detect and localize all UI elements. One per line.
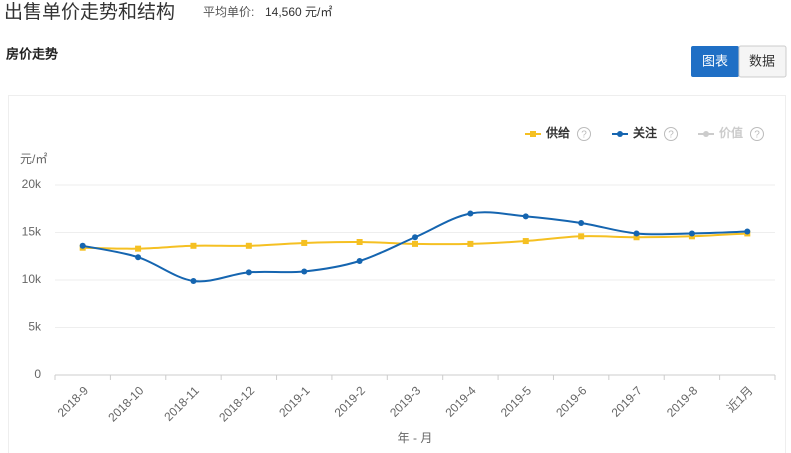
help-icon-mark: ?: [581, 130, 587, 141]
x-tick-label: 2018-10: [105, 383, 146, 424]
point: [301, 239, 308, 246]
point: [245, 269, 252, 276]
y-tick-label: 15k: [22, 225, 42, 239]
point: [412, 240, 418, 247]
point: [467, 210, 474, 217]
x-axis-label: 年 - 月: [398, 431, 433, 445]
x-tick-label: 2019-5: [498, 383, 535, 420]
legend-label[interactable]: 供给: [545, 125, 570, 140]
x-tick-label: 2019-1: [276, 383, 313, 420]
point: [301, 268, 308, 275]
point: [522, 238, 529, 245]
help-icon-mark: ?: [668, 130, 674, 141]
point: [356, 258, 363, 264]
x-tick-label: 2019-4: [442, 383, 479, 420]
avg-value: 14,560 元/㎡: [265, 5, 332, 19]
point: [190, 277, 197, 284]
x-tick-label: 2019-6: [553, 383, 590, 420]
point: [412, 234, 418, 241]
y-tick-label: 10k: [22, 272, 42, 286]
x-tick-label: 2019-3: [387, 383, 424, 420]
point: [633, 234, 640, 241]
page-title: 出售单价走势和结构: [4, 1, 175, 23]
point: [135, 245, 142, 252]
avg-label: 平均单价:: [203, 5, 254, 19]
section-title: 房价走势: [6, 46, 58, 61]
x-tick-label: 2018-11: [161, 383, 202, 424]
point: [79, 242, 86, 249]
x-tick-label: 2019-2: [332, 383, 369, 420]
y-tick-label: 5k: [28, 320, 42, 334]
tab-label[interactable]: 图表: [702, 53, 728, 68]
point: [578, 233, 585, 240]
x-tick-label: 2019-8: [664, 383, 701, 420]
point: [633, 230, 640, 237]
tab-data[interactable]: [738, 45, 787, 78]
point: [135, 254, 142, 261]
y-axis-label: 元/㎡: [20, 152, 47, 166]
point: [688, 230, 695, 237]
help-icon-mark: ?: [754, 130, 760, 141]
help-icon: [750, 127, 764, 141]
tab-label[interactable]: 数据: [749, 53, 775, 68]
point: [522, 213, 529, 220]
x-tick-label: 近1月: [724, 383, 756, 415]
tab-chart[interactable]: [691, 46, 739, 77]
y-tick-label: 20k: [22, 177, 42, 191]
point: [356, 239, 363, 245]
x-tick-label: 2018-9: [55, 383, 92, 420]
point: [190, 242, 197, 249]
y-tick-label: 0: [34, 367, 41, 381]
x-tick-label: 2018-12: [216, 383, 257, 424]
legend-marker: [617, 131, 623, 137]
chart-panel: [8, 95, 786, 453]
help-icon: [664, 127, 678, 141]
legend-marker: [703, 131, 709, 137]
point: [744, 228, 751, 235]
point: [578, 220, 585, 226]
legend-label[interactable]: 价值: [719, 125, 743, 140]
help-icon: [577, 127, 591, 141]
legend-marker: [530, 131, 536, 137]
x-tick-label: 2019-7: [609, 383, 646, 420]
point: [245, 242, 252, 249]
legend-label[interactable]: 关注: [633, 125, 657, 140]
point: [467, 240, 474, 247]
